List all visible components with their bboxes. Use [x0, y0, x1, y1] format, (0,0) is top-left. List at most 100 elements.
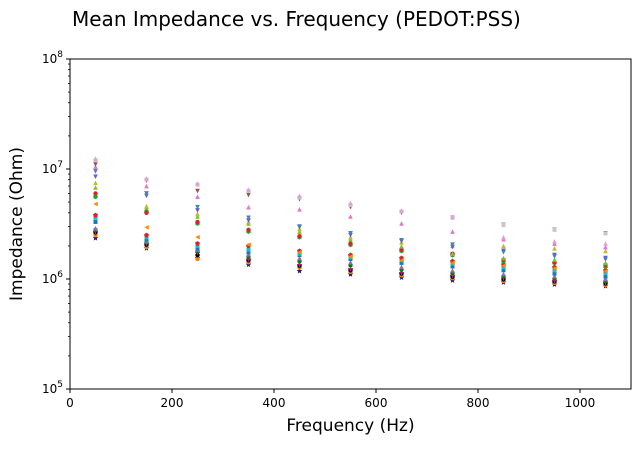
data-point	[450, 251, 455, 256]
data-point	[399, 260, 404, 265]
data-point	[552, 266, 557, 271]
chart-title: Mean Impedance vs. Frequency (PEDOT:PSS)	[72, 7, 521, 31]
data-point	[195, 243, 200, 248]
data-point	[552, 257, 557, 262]
data-point	[552, 273, 557, 279]
data-point	[92, 235, 99, 241]
data-point	[552, 246, 557, 251]
data-point	[297, 251, 302, 256]
data-point	[195, 219, 200, 225]
data-point	[246, 215, 251, 221]
data-point	[246, 247, 251, 252]
data-point	[195, 188, 200, 194]
data-point	[93, 169, 98, 174]
data-point	[501, 271, 506, 277]
y-axis-label: Impedance (Ohm)	[7, 147, 27, 301]
data-point	[501, 268, 506, 273]
data-point	[501, 222, 506, 227]
data-point	[603, 260, 608, 266]
data-point	[144, 210, 149, 215]
data-point	[195, 211, 200, 217]
data-point	[297, 207, 302, 212]
data-point	[195, 256, 200, 262]
data-point	[93, 191, 98, 196]
y-tick-label: 105	[42, 380, 63, 396]
data-point	[603, 257, 608, 262]
data-point	[144, 191, 149, 196]
data-point	[93, 162, 98, 167]
x-axis-ticks: 0 200 400 600 800 1000	[66, 389, 595, 410]
data-point	[348, 259, 353, 265]
data-point	[399, 208, 404, 213]
data-point	[144, 203, 149, 209]
data-point	[603, 271, 608, 276]
data-point	[195, 194, 200, 199]
data-point	[246, 187, 251, 192]
data-point	[195, 204, 200, 210]
data-point	[552, 239, 557, 244]
data-point	[93, 185, 98, 190]
data-point	[144, 183, 149, 189]
data-point	[348, 200, 353, 206]
data-point	[399, 244, 404, 249]
x-tick-label: 400	[263, 396, 286, 410]
data-point	[501, 243, 506, 249]
y-tick-label: 106	[42, 270, 63, 286]
data-point	[93, 174, 98, 180]
data-point	[297, 229, 302, 234]
data-point	[450, 267, 455, 273]
x-tick-label: 1000	[565, 396, 596, 410]
data-point	[603, 241, 608, 246]
data-point	[603, 231, 608, 236]
data-point	[348, 254, 353, 259]
x-tick-label: 200	[161, 396, 184, 410]
data-point	[348, 214, 353, 219]
data-point	[450, 244, 455, 250]
data-point	[297, 193, 302, 199]
data-point	[246, 192, 251, 198]
data-point	[297, 233, 302, 239]
data-point	[450, 229, 455, 234]
data-point	[501, 265, 506, 270]
data-point	[450, 214, 455, 219]
data-point	[246, 242, 251, 248]
data-point	[603, 244, 608, 250]
data-point	[399, 257, 404, 263]
data-point	[93, 180, 98, 186]
y-tick-label: 108	[42, 50, 63, 66]
data-point	[552, 227, 557, 232]
data-point	[450, 264, 455, 269]
data-point	[195, 181, 200, 186]
data-point	[399, 264, 404, 270]
data-point	[501, 255, 506, 261]
data-point	[195, 252, 200, 258]
data-point	[93, 225, 98, 231]
data-point	[450, 242, 455, 248]
data-point	[348, 241, 353, 246]
data-point	[296, 268, 303, 274]
data-point	[603, 248, 608, 254]
data-point	[195, 246, 200, 251]
data-point	[246, 204, 251, 210]
data-point	[93, 215, 98, 220]
data-point	[501, 234, 506, 240]
data-point	[246, 250, 251, 255]
data-point	[144, 225, 149, 230]
data-point	[501, 263, 506, 269]
data-point	[603, 274, 608, 279]
data-point	[246, 227, 251, 233]
data-points	[92, 156, 609, 289]
data-point	[93, 212, 98, 218]
data-point	[144, 176, 149, 181]
data-point	[399, 221, 404, 226]
data-point	[347, 271, 354, 277]
data-point	[195, 214, 200, 219]
data-point	[195, 208, 200, 213]
data-point	[450, 260, 455, 266]
data-point	[144, 232, 149, 238]
x-axis-label: Frequency (Hz)	[286, 416, 414, 436]
data-point	[246, 218, 251, 223]
y-axis-ticks: 105 106 107 108	[42, 50, 70, 396]
data-point	[552, 268, 557, 273]
